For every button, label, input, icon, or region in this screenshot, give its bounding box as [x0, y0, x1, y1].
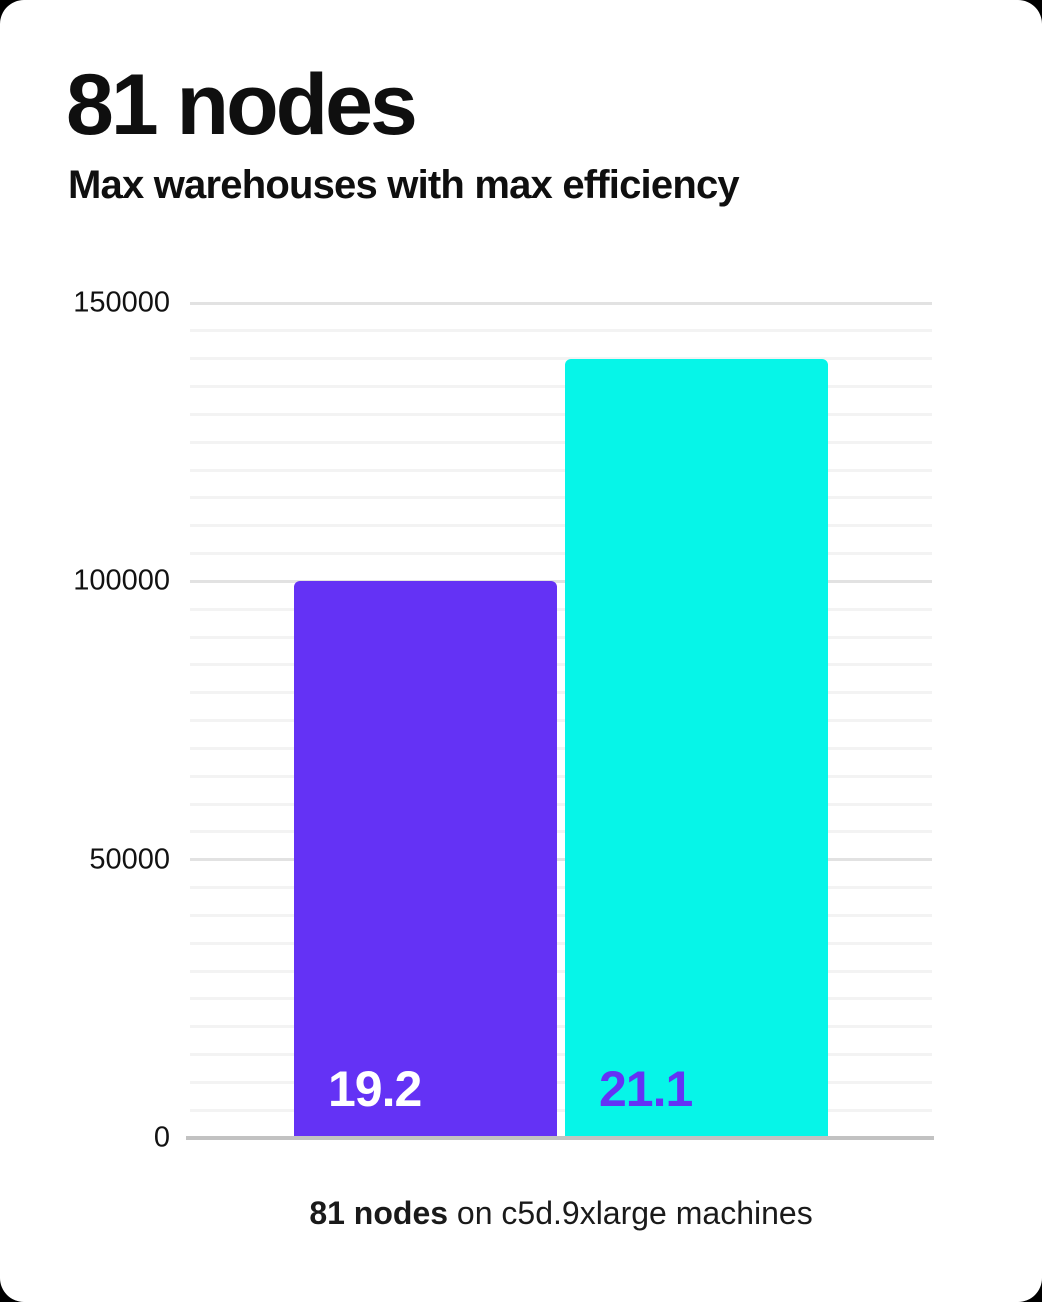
minor-gridline: [190, 1053, 932, 1056]
minor-gridline: [190, 886, 932, 889]
minor-gridline: [190, 746, 932, 750]
x-axis-baseline: [186, 1136, 934, 1140]
bar-value-label-19.2: 19.2: [328, 1060, 422, 1117]
caption-bold: 81 nodes: [309, 1195, 449, 1231]
minor-gridline: [190, 941, 932, 945]
caption-rest: on c5d.9xlarge machines: [448, 1195, 813, 1231]
caption: 81 nodes on c5d.9xlarge machines: [190, 1194, 932, 1232]
minor-gridline: [190, 496, 932, 500]
major-gridline: [190, 301, 932, 305]
minor-gridline: [190, 663, 932, 667]
major-gridline: [190, 579, 932, 583]
minor-gridline: [190, 1080, 932, 1084]
minor-gridline: [190, 1025, 932, 1029]
y-axis-tick-label: 50000: [89, 843, 170, 876]
minor-gridline: [190, 802, 932, 806]
minor-gridline: [190, 691, 932, 695]
minor-gridline: [190, 357, 932, 361]
minor-gridline: [190, 607, 932, 611]
page-title: 81 nodes: [66, 57, 418, 153]
minor-gridline: [190, 997, 932, 1001]
minor-gridline: [190, 329, 932, 333]
bar-21.1: 21.1: [565, 358, 828, 1136]
page-subtitle: Max warehouses with max efficiency: [68, 163, 740, 207]
minor-gridline: [190, 524, 932, 528]
minor-gridline: [190, 1108, 932, 1112]
minor-gridline: [190, 412, 932, 416]
minor-gridline: [190, 440, 932, 444]
bar-19.2: 19.2: [294, 581, 557, 1136]
minor-gridline: [190, 468, 932, 472]
minor-gridline: [190, 774, 932, 778]
major-gridline: [190, 858, 932, 862]
minor-gridline: [190, 969, 932, 973]
minor-gridline: [190, 830, 932, 834]
minor-gridline: [190, 913, 932, 917]
y-axis-tick-label: 0: [153, 1121, 170, 1154]
minor-gridline: [190, 385, 932, 388]
bar-value-label-21.1: 21.1: [599, 1060, 693, 1117]
minor-gridline: [190, 719, 932, 722]
minor-gridline: [190, 635, 932, 639]
y-axis-tick-label: 150000: [73, 286, 170, 319]
y-axis-tick-label: 100000: [73, 564, 170, 597]
minor-gridline: [190, 552, 932, 555]
